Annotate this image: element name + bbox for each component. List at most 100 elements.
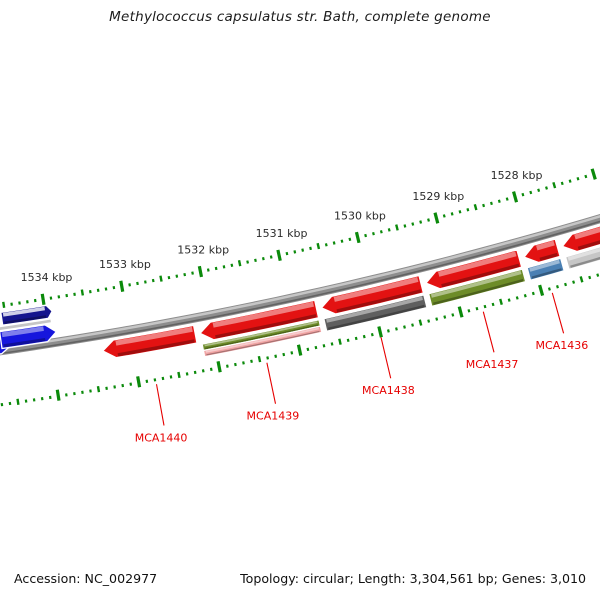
gene-arrow-inner-navy-band-highlight [2,306,45,317]
outer-tick [145,379,149,383]
outer-tick [370,333,374,337]
status-bar: Accession: NC_002977 Topology: circular;… [0,570,600,592]
inner-tick [387,228,391,232]
inner-tick [246,260,249,264]
outer-tick [354,336,358,341]
inner-tick [144,280,147,284]
outer-tick [523,293,527,298]
inner-tick [576,177,580,181]
outer-tick [226,364,229,368]
outer-tick [193,370,197,375]
inner-tick [584,174,588,179]
category-band-MCA1439-highlight [204,321,318,347]
outer-tick [531,291,535,296]
ruler-label: 1531 kbp [256,227,308,240]
gene-arrow-MCA1440-highlight [115,326,193,346]
inner-tick [545,186,548,190]
outer-tick [274,354,278,358]
inner-tick [230,263,234,267]
category-band2-MCA1439-highlight [205,327,319,353]
outer-tick [362,334,366,339]
inner-tick [354,231,361,244]
outer-tick [596,273,600,277]
outer-tick [234,362,237,367]
inner-tick [372,231,375,236]
outer-tick [411,323,414,327]
inner-tick [96,288,100,293]
inner-tick [590,168,597,180]
outer-tick [427,319,431,323]
inner-tick [276,249,282,262]
outer-tick [507,298,511,302]
map-title: Methylococcus capsulatus str. Bath, comp… [109,9,491,25]
outer-tick [55,389,61,401]
inner-tick [537,188,541,192]
gene-arrow-MCA1436-highlight [536,240,555,251]
gene-arrow-inner-navy-band-shadow [4,315,47,324]
accession-text: Accession: NC_002977 [14,571,158,586]
category-band-MCA1437-highlight [430,270,522,298]
outer-tick [250,359,253,363]
outer-tick [457,306,464,318]
ruler-label: 1528 kbp [491,169,543,182]
outer-tick [403,325,406,329]
leader-line-MCA1437 [482,311,495,353]
outer-tick [153,378,157,382]
outer-tick [161,376,165,381]
ruler-label: 1534 kbp [21,271,73,284]
outer-tick [475,306,479,311]
inner-tick [427,218,430,222]
ruler-label: 1533 kbp [99,258,151,271]
inner-tick [104,287,108,291]
leader-line-MCA1440 [155,384,165,426]
gene-arrow-MCA1439-shadow [215,314,317,339]
outer-tick [322,344,326,348]
inner-tick [442,214,446,218]
ruler-label: 1530 kbp [334,209,386,222]
outer-tick [314,345,318,350]
outer-tick [209,367,213,371]
inner-tick [269,255,273,259]
inner-tick [489,201,493,206]
outer-tick [346,338,350,343]
gene-arrow-cds-left-edge-highlight [1,326,44,338]
inner-tick [332,241,336,245]
ruler-label: 1529 kbp [412,190,464,203]
outer-tick [216,361,222,373]
outer-tick [483,304,487,309]
inner-tick [80,289,85,296]
outer-tick [201,369,205,373]
inner-tick [293,250,297,254]
outer-tick [547,287,551,291]
gene-arrow-MCA1440-shadow [117,339,195,357]
category-band-MCA1437-shadow [433,278,524,305]
inner-tick [411,222,415,226]
category-band-cds-right-edge-highlight [567,247,600,261]
outer-tick [538,284,545,297]
outer-tick [499,298,503,306]
outer-tick [113,385,116,389]
outer-tick [564,282,567,287]
outer-tick [435,317,439,321]
inner-tick [183,272,187,277]
inner-tick [136,281,139,286]
inner-tick [348,237,352,242]
inner-tick [301,248,305,252]
inner-tick [560,181,564,186]
category-band-MCA1436-highlight [529,259,560,272]
gene-arrow-cds-right-edge-shadow [577,240,600,250]
inner-tick [206,268,210,272]
inner-tick [433,212,440,224]
inner-tick [175,274,179,278]
inner-tick [419,220,423,224]
inner-tick [309,246,312,251]
backbone-arc [0,213,600,356]
outer-tick [177,371,181,379]
inner-tick [214,266,218,271]
outer-tick [306,347,310,352]
category-band2-MCA1439-shadow [206,330,320,356]
inner-tick [482,203,486,208]
gene-label-MCA1438: MCA1438 [362,384,415,397]
outer-tick [330,342,334,346]
